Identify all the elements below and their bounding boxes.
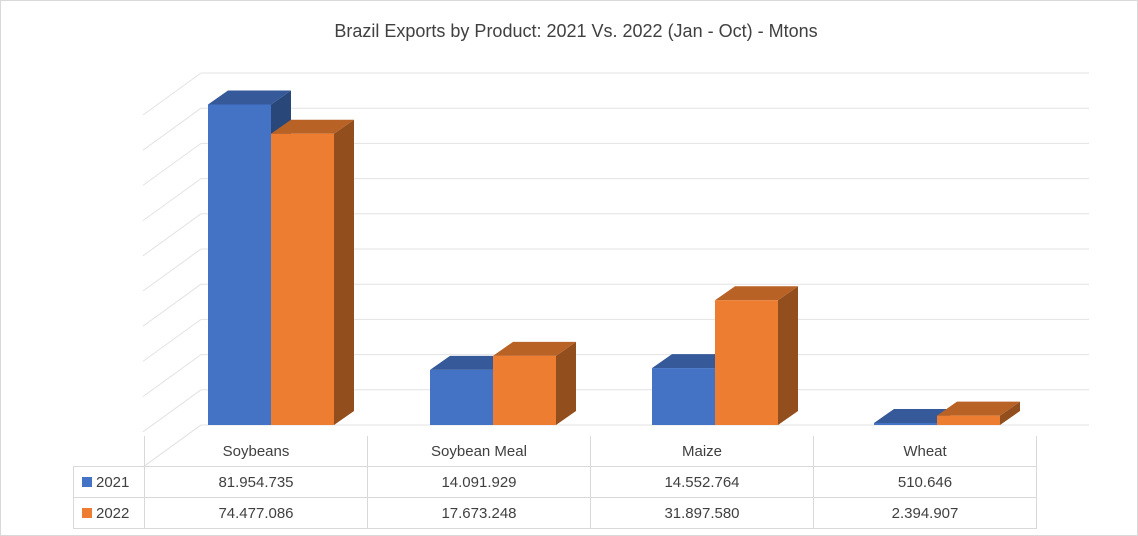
bar-2022-soybean-meal-top	[493, 341, 576, 356]
bar-2022-wheat-top	[937, 401, 1020, 416]
legend-2022: 2022	[73, 497, 145, 529]
bar-2022-soybean-meal-front	[493, 355, 556, 425]
value-2022-maize: 31.897.580	[590, 497, 814, 529]
category-label-soybeans: Soybeans	[144, 436, 368, 467]
gridline-side	[142, 72, 202, 116]
value-2021-soybean-meal: 14.091.929	[367, 466, 591, 498]
data-table: Soybeans Soybean Meal Maize Wheat 2021 8…	[73, 436, 1037, 529]
series-row-2021: 2021 81.954.735 14.091.929 14.552.764 51…	[73, 466, 1037, 498]
gridline-side	[142, 213, 202, 257]
legend-label-2021: 2021	[96, 473, 130, 491]
bar-2022-soybeans-side	[334, 119, 354, 425]
category-label-soybean-meal: Soybean Meal	[367, 436, 591, 467]
bar-2021-maize-front	[652, 368, 715, 425]
bar-2022-maize-side	[778, 286, 798, 425]
bar-2022-wheat-front	[937, 415, 1000, 425]
legend-label-2022: 2022	[96, 504, 130, 522]
bar-2022-maize-front	[715, 300, 778, 425]
bar-2022-soybean-meal-side	[556, 341, 576, 425]
category-row: Soybeans Soybean Meal Maize Wheat	[74, 436, 1037, 467]
bar-2022-wheat	[937, 401, 1020, 425]
bar-2021-wheat-top	[874, 409, 957, 424]
bar-2021-soybean-meal-top	[430, 355, 513, 370]
value-2022-soybeans: 74.477.086	[144, 497, 368, 529]
gridline-side	[142, 354, 202, 398]
gridline-side	[142, 178, 202, 222]
value-2022-soybean-meal: 17.673.248	[367, 497, 591, 529]
gridline-side	[142, 389, 202, 433]
gridline-side	[142, 283, 202, 327]
series-row-2022: 2022 74.477.086 17.673.248 31.897.580 2.…	[73, 497, 1037, 529]
bar-2022-soybeans	[271, 119, 354, 425]
bar-2022-maize-top	[715, 286, 798, 301]
gridline-side	[142, 318, 202, 362]
gridline-side	[142, 107, 202, 151]
legend-swatch-2021	[82, 476, 92, 487]
bar-2021-wheat-front	[874, 423, 937, 425]
value-2022-wheat: 2.394.907	[813, 497, 1037, 529]
bar-2022-wheat-side	[1000, 401, 1020, 425]
bar-2022-soybean-meal	[493, 341, 576, 425]
gridline-side	[142, 248, 202, 292]
value-2021-maize: 14.552.764	[590, 466, 814, 498]
legend-2021: 2021	[73, 466, 145, 498]
category-label-maize: Maize	[590, 436, 814, 467]
bar-2021-soybeans-top	[208, 90, 291, 105]
category-label-wheat: Wheat	[813, 436, 1037, 467]
bar-2021-maize-top	[652, 354, 735, 369]
bars	[208, 90, 1020, 425]
bar-2022-maize	[715, 286, 798, 425]
value-2021-soybeans: 81.954.735	[144, 466, 368, 498]
bar-2022-soybeans-top	[271, 119, 354, 134]
chart-title: Brazil Exports by Product: 2021 Vs. 2022…	[334, 21, 818, 41]
bar-2022-soybeans-front	[271, 133, 334, 425]
value-2021-wheat: 510.646	[813, 466, 1037, 498]
bar-2021-soybean-meal-front	[430, 369, 493, 425]
table-corner	[74, 436, 145, 467]
gridline-side	[142, 142, 202, 186]
legend-swatch-2022	[82, 507, 92, 518]
bar-2021-soybeans-front	[208, 104, 271, 425]
